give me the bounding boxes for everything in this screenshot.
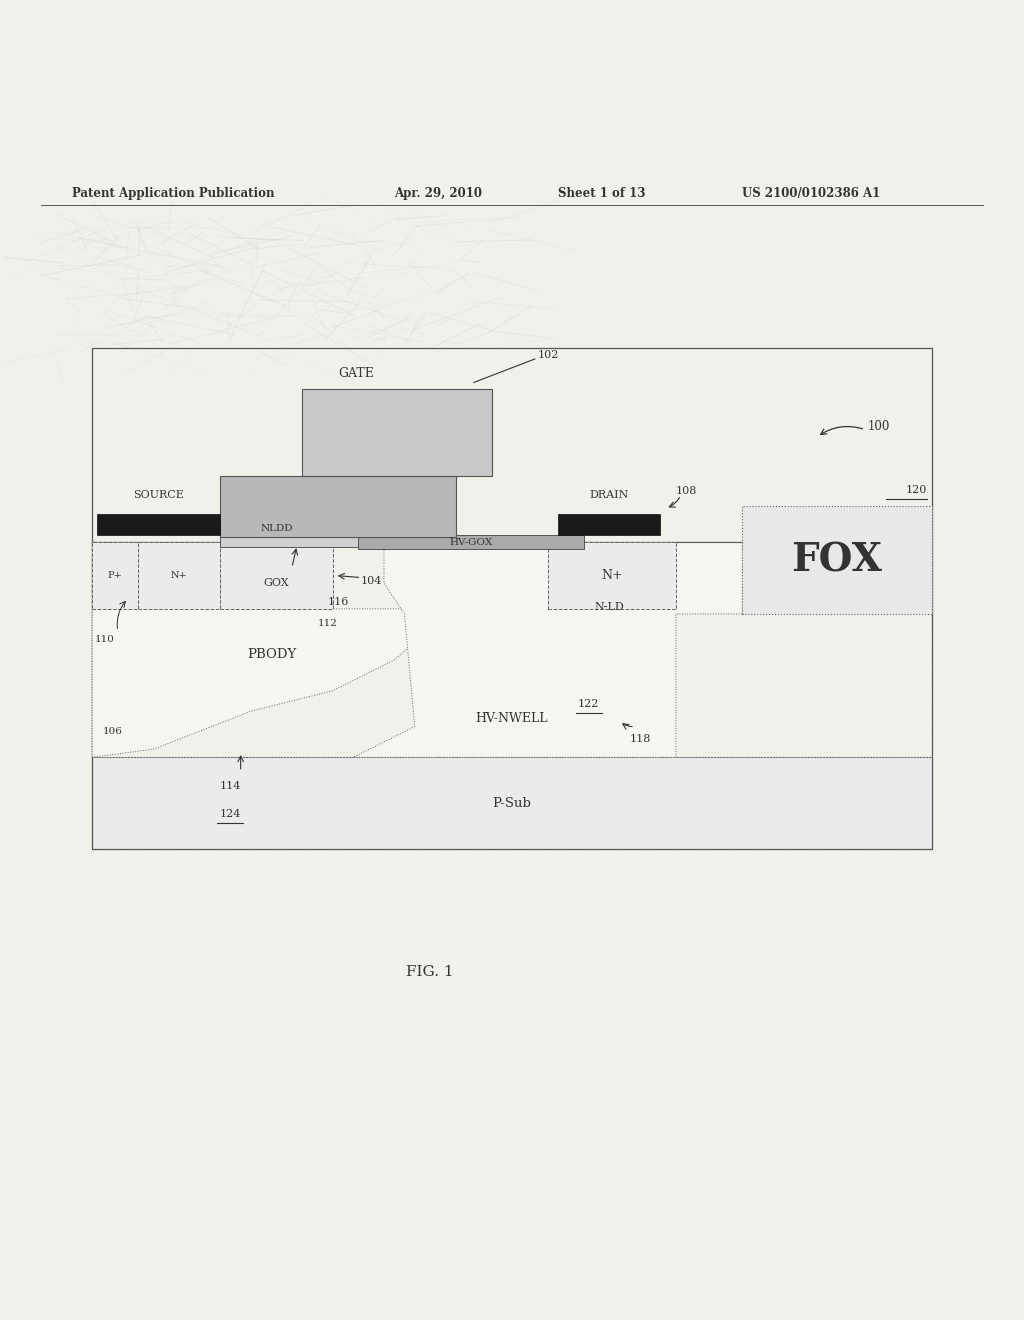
Text: 116: 116: [328, 597, 348, 607]
Bar: [92, 543, 932, 758]
Text: 104: 104: [361, 576, 382, 586]
Text: NLDD: NLDD: [260, 524, 293, 533]
Text: 106: 106: [102, 727, 122, 737]
Text: FIG. 1: FIG. 1: [407, 965, 454, 979]
Bar: [302, 388, 492, 475]
Text: FOX: FOX: [792, 541, 883, 579]
Polygon shape: [353, 543, 742, 758]
Text: Sheet 1 of 13: Sheet 1 of 13: [558, 186, 645, 199]
Text: GATE: GATE: [338, 367, 374, 380]
Text: 114: 114: [220, 781, 241, 791]
Polygon shape: [92, 543, 456, 758]
Text: N+: N+: [171, 572, 187, 579]
Bar: [742, 507, 932, 614]
Text: 100: 100: [867, 420, 890, 433]
Text: Apr. 29, 2010: Apr. 29, 2010: [394, 186, 482, 199]
Bar: [220, 475, 456, 537]
Bar: [548, 543, 676, 609]
Text: N-LD: N-LD: [594, 602, 625, 611]
Text: SOURCE: SOURCE: [133, 490, 184, 500]
Text: PBODY: PBODY: [247, 648, 296, 661]
Bar: [97, 513, 220, 535]
Text: GOX: GOX: [263, 578, 290, 589]
Text: HV-GOX: HV-GOX: [450, 537, 493, 546]
Bar: [92, 758, 932, 850]
Bar: [220, 537, 584, 548]
Text: 108: 108: [676, 486, 696, 496]
Text: Patent Application Publication: Patent Application Publication: [72, 186, 274, 199]
Bar: [220, 543, 333, 609]
Text: 120: 120: [905, 484, 927, 495]
Bar: [358, 535, 584, 549]
Bar: [138, 543, 220, 609]
Bar: [92, 347, 932, 850]
Text: DRAIN: DRAIN: [590, 490, 629, 500]
Text: P+: P+: [108, 572, 123, 579]
Text: 112: 112: [317, 619, 338, 627]
Text: 124: 124: [220, 809, 241, 818]
Text: 122: 122: [579, 700, 599, 709]
Text: N+: N+: [601, 569, 623, 582]
Text: US 2100/0102386 A1: US 2100/0102386 A1: [742, 186, 881, 199]
Text: P-Sub: P-Sub: [493, 797, 531, 810]
Bar: [558, 513, 660, 535]
Text: 118: 118: [630, 734, 650, 744]
Text: 102: 102: [538, 350, 558, 360]
Text: HV-NWELL: HV-NWELL: [476, 711, 548, 725]
Text: 110: 110: [94, 635, 115, 644]
Bar: [92, 543, 138, 609]
